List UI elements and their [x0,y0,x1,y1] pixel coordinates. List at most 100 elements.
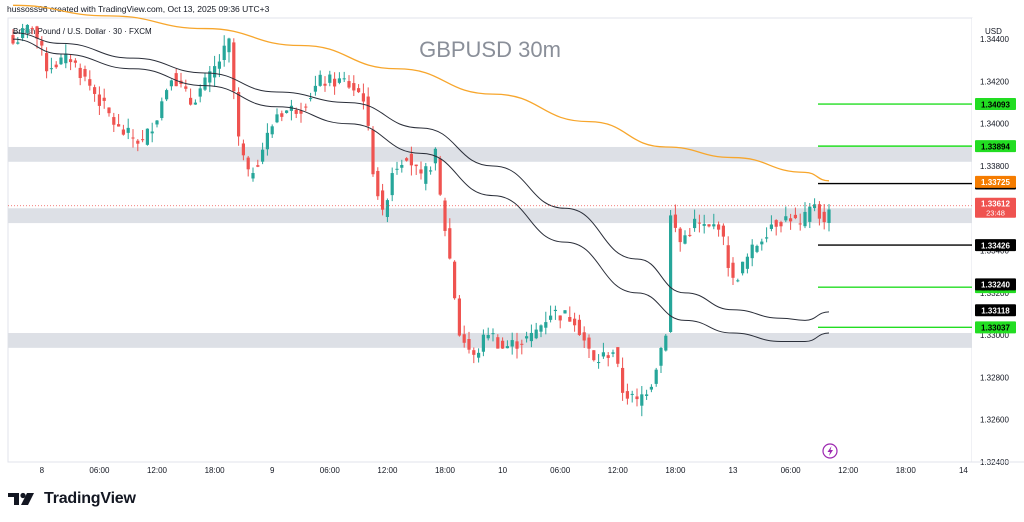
candle-body [601,352,605,357]
candle-body [97,94,101,106]
price-axis[interactable]: USD1.344001.342001.340001.338001.336001.… [972,18,1024,467]
time-tick-label: 9 [270,466,275,475]
candle-body [774,220,778,227]
candle-body [741,261,745,274]
candle-body [745,256,749,269]
candle-body [208,71,212,83]
candle-body [198,88,202,97]
candle-body [467,339,471,350]
time-tick-label: 06:00 [320,466,341,475]
candle-body [169,80,173,87]
time-tick-label: 12:00 [147,466,168,475]
candles [11,23,831,417]
candle-body [83,69,87,77]
candle-body [107,107,111,114]
current-price-badge [975,197,1016,218]
candle-body [400,164,404,168]
current-price-text: 1.33612 [981,200,1010,209]
candle-body [813,204,817,209]
candle-body [731,262,735,278]
candle-body [611,352,615,354]
candle-body [390,173,394,196]
time-tick-label: 8 [40,466,45,475]
green-level-badge-text: 1.33894 [981,142,1010,151]
candle-body [582,332,586,341]
tradingview-logo[interactable]: TradingView [8,490,136,508]
candle-body [481,334,485,352]
candle-body [30,28,34,30]
candle-body [376,170,380,197]
price-tick-label: 1.33200 [980,289,1009,298]
candle-body [726,245,730,268]
candle-body [798,223,802,225]
currency-label: USD [985,27,1002,36]
candle-body [429,170,433,172]
candle-body [165,90,169,100]
candle-body [45,53,49,72]
candle-body [237,91,241,137]
black-level-badge [975,239,1016,252]
candle-body [688,234,692,236]
candle-body [222,45,226,60]
candle-body [712,224,716,227]
candle-body [35,26,39,39]
time-tick-label: 12:00 [838,466,859,475]
candle-body [659,347,663,366]
moving-average-orange [12,4,830,182]
candle-body [592,350,596,361]
candle-body [645,394,649,396]
candle-body [328,74,332,83]
candle-body [635,396,639,400]
candle-body [270,126,274,135]
candle-body [616,347,620,364]
price-tick-label: 1.34000 [980,120,1009,129]
price-tick-label: 1.33800 [980,162,1009,171]
candle-body [664,335,668,351]
candle-body [337,78,341,83]
support-resistance-zone [8,146,972,162]
candle-body [333,78,337,87]
time-tick-label: 18:00 [665,466,686,475]
candle-body [477,352,481,358]
candle-body [73,60,77,63]
candle-body [448,228,452,259]
candle-body [203,77,207,90]
candle-body [553,309,557,312]
candle-body [678,228,682,243]
time-tick-label: 06:00 [89,466,110,475]
time-axis[interactable]: 8 06:00 12:00 18:00 9 06:00 12:00 18:00 10 06:00 1… [8,461,1024,475]
time-tick-label: 14 [959,466,968,475]
candle-body [573,318,577,326]
candle-body [318,74,322,86]
candle-body [563,310,567,314]
candle-body [803,211,807,227]
candle-body [25,24,29,33]
candle-body [395,168,399,170]
axis-price-badge-text: 1.33118 [981,306,1010,315]
candle-body [707,224,711,227]
support-resistance-zone [8,333,972,348]
candle-body [352,83,356,91]
candle-body [419,169,423,174]
candle-body [49,68,53,70]
price-tick-label: 1.32600 [980,416,1009,425]
candle-body [510,340,514,347]
candle-body [184,86,188,89]
candle-body [414,164,418,167]
chart-pane[interactable] [7,17,973,463]
candle-body [126,127,130,133]
candle-body [145,128,149,145]
candle-body [285,110,289,113]
candle-body [822,211,826,223]
lightning-icon[interactable] [822,443,838,459]
axis-price-badge [975,304,1016,317]
candle-body [817,204,821,219]
time-tick-label: 10 [498,466,507,475]
candle-body [683,235,687,244]
time-tick-label: 06:00 [550,466,571,475]
price-chart[interactable]: GBPUSD 30m British Pound / U.S. Dollar · … [0,0,1024,480]
candle-body [654,369,658,384]
candle-body [174,73,178,87]
envelope-lower-line [12,38,830,342]
candle-body [112,117,116,125]
